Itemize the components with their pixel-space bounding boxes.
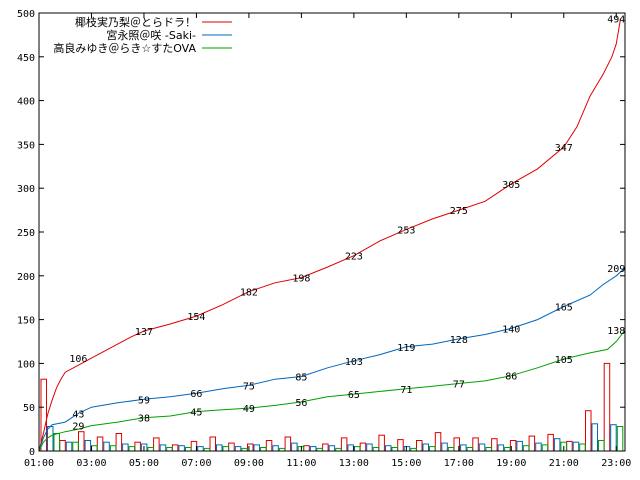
x-tick-label: 11:00 <box>286 458 316 469</box>
series-line <box>38 267 626 452</box>
series-line <box>38 329 626 452</box>
x-tick-label: 13:00 <box>339 458 369 469</box>
x-tick-label: 03:00 <box>76 458 106 469</box>
data-label: 154 <box>187 312 205 323</box>
data-label: 138 <box>607 326 625 337</box>
x-tick-label: 01:00 <box>24 458 54 469</box>
data-label: 305 <box>502 180 520 191</box>
data-label: 198 <box>292 274 310 285</box>
x-tick-label: 09:00 <box>234 458 264 469</box>
data-label: 347 <box>555 143 573 154</box>
axis-layer: 0 50 100 150 200 250 300 350 400 450 500 01:00 03:00… <box>17 9 631 469</box>
data-label: 106 <box>69 354 87 365</box>
y-tick-label: 150 <box>17 316 35 327</box>
line-layer <box>38 18 626 452</box>
data-label-layer: 106 137 154 182 198 223 253 275 305 347 494 43 59 66 7… <box>69 14 625 432</box>
data-label: 137 <box>135 327 153 338</box>
data-label: 182 <box>240 288 258 299</box>
data-label: 223 <box>345 252 363 263</box>
legend: 椰枝実乃梨＠とらドラ！宮永照＠咲 -Saki-高良みゆき＠らき☆すたOVA <box>53 15 232 55</box>
y-tick-label: 300 <box>17 184 35 195</box>
data-label: 128 <box>450 335 468 346</box>
data-label: 71 <box>400 385 412 396</box>
data-label: 77 <box>453 380 465 391</box>
data-label: 29 <box>72 422 84 433</box>
data-label: 103 <box>345 357 363 368</box>
x-tick-label: 07:00 <box>181 458 211 469</box>
data-label: 140 <box>502 324 520 335</box>
x-tick-label: 19:00 <box>496 458 526 469</box>
y-tick-label: 50 <box>23 403 35 414</box>
data-label: 86 <box>505 372 517 383</box>
x-tick-label: 05:00 <box>129 458 159 469</box>
legend-label: 宮永照＠咲 -Saki- <box>106 28 196 42</box>
y-tick-label: 250 <box>17 228 35 239</box>
y-tick-label: 450 <box>17 53 35 64</box>
data-label: 253 <box>397 225 415 236</box>
data-label: 494 <box>607 14 625 25</box>
data-label: 45 <box>190 408 202 419</box>
y-tick-label: 400 <box>17 97 35 108</box>
legend-label: 椰枝実乃梨＠とらドラ！ <box>75 15 196 29</box>
data-label: 66 <box>190 389 202 400</box>
data-label: 75 <box>243 381 255 392</box>
data-label: 165 <box>555 302 573 313</box>
data-label: 56 <box>295 398 307 409</box>
x-tick-label: 21:00 <box>549 458 579 469</box>
data-label: 59 <box>138 395 150 406</box>
data-label: 209 <box>607 264 625 275</box>
data-label: 49 <box>243 404 255 415</box>
data-label: 43 <box>72 409 84 420</box>
x-tick-label: 15:00 <box>391 458 421 469</box>
data-label: 119 <box>397 343 415 354</box>
data-label: 65 <box>348 390 360 401</box>
x-tick-label: 17:00 <box>444 458 474 469</box>
data-label: 38 <box>138 414 150 425</box>
y-tick-label: 350 <box>17 140 35 151</box>
y-tick-label: 200 <box>17 272 35 283</box>
series-line <box>38 18 622 452</box>
y-tick-label: 100 <box>17 359 35 370</box>
data-label: 105 <box>555 355 573 366</box>
y-tick-label: 500 <box>17 9 35 20</box>
x-tick-label: 23:00 <box>601 458 631 469</box>
legend-label: 高良みゆき＠らき☆すたOVA <box>53 41 196 55</box>
data-label: 275 <box>450 206 468 217</box>
data-label: 85 <box>295 373 307 384</box>
y-tick-label: 0 <box>29 447 35 458</box>
